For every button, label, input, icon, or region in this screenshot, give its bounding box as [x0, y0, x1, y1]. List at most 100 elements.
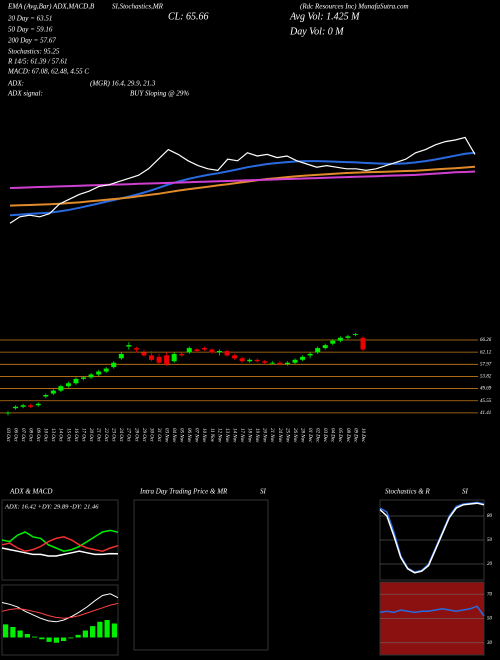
candle-body — [164, 355, 170, 365]
candle-body — [126, 345, 132, 347]
close-text: CL: 65.66 — [168, 11, 209, 22]
x-tick-label: 21 Oct — [95, 428, 100, 442]
stat: 20 Day = 63.51 — [8, 15, 52, 23]
series-line — [1, 547, 119, 557]
histogram-bar — [104, 620, 110, 638]
candle-body — [133, 348, 139, 350]
day-vol: Day Vol: 0 M — [289, 26, 344, 37]
x-tick-label: 13 Oct — [50, 428, 55, 442]
x-tick-label: 17 Oct — [80, 428, 85, 442]
histogram-bar — [82, 630, 88, 638]
x-tick-label: 10 Oct — [43, 428, 48, 442]
x-tick-label: 10 Dec — [360, 428, 365, 443]
x-tick-label: 14 Oct — [58, 428, 63, 442]
level-label: 66.26 — [480, 338, 492, 343]
candle-body — [156, 356, 162, 363]
series-line — [1, 602, 119, 619]
x-tick-label: 05 Dec — [337, 428, 342, 443]
x-tick-label: 28 Nov — [299, 428, 304, 443]
candle-body — [307, 353, 313, 356]
header-text: (Rdc Resources Inc) MunafaSutra.com — [300, 3, 409, 11]
y-tick-label: 50 — [487, 617, 493, 622]
candle-body — [88, 374, 94, 378]
x-tick-label: 23 Oct — [111, 428, 116, 442]
candle-body — [58, 386, 64, 391]
series-line — [1, 536, 119, 552]
candle-body — [292, 359, 298, 363]
x-tick-label: 03 Oct — [5, 428, 10, 442]
histogram-bar — [53, 637, 59, 643]
panel-title: ADX & MACD — [9, 488, 52, 496]
candle-body — [20, 405, 26, 407]
candle-body — [65, 383, 71, 387]
level-label: 57.97 — [480, 362, 492, 367]
x-tick-label: 14 Nov — [231, 428, 236, 443]
candle-body — [337, 337, 343, 341]
x-tick-label: 04 Nov — [171, 428, 176, 443]
x-tick-label: 03 Dec — [322, 428, 327, 443]
candle-body — [5, 412, 11, 414]
signal-label: ADX signal: — [7, 90, 43, 98]
x-tick-label: 09 Dec — [352, 428, 357, 443]
candle-body — [118, 353, 124, 359]
x-tick-label: 20 Nov — [262, 428, 267, 443]
x-tick-label: 04 Dec — [330, 428, 335, 443]
x-tick-label: 18 Nov — [247, 428, 252, 443]
x-tick-label: 24 Oct — [118, 428, 123, 442]
histogram-bar — [90, 626, 96, 638]
histogram-bar — [17, 630, 23, 638]
candle-body — [330, 340, 336, 344]
avg-vol: Avg Vol: 1.425 M — [289, 11, 360, 22]
histogram-bar — [24, 634, 30, 638]
y-tick-label: 20 — [487, 562, 493, 567]
candle-body — [111, 362, 117, 368]
histogram-bar — [68, 637, 74, 639]
x-tick-label: 29 Oct — [141, 428, 146, 442]
level-label: 45.55 — [480, 399, 492, 404]
x-tick-label: 10 Nov — [201, 428, 206, 443]
candle-body — [43, 395, 49, 397]
x-tick-label: 21 Nov — [269, 428, 274, 443]
histogram-bar — [3, 624, 9, 638]
stat: 50 Day = 59.16 — [8, 26, 53, 34]
x-tick-label: 16 Oct — [73, 428, 78, 442]
x-tick-label: 15 Oct — [65, 428, 70, 442]
candle-body — [209, 349, 215, 353]
x-tick-label: 28 Oct — [133, 428, 138, 442]
y-tick-label: 50 — [487, 538, 493, 543]
x-tick-label: 08 Oct — [28, 428, 33, 442]
stat: 200 Day = 57.67 — [8, 37, 56, 45]
y-tick-label: 30 — [487, 641, 493, 646]
histogram-bar — [10, 627, 16, 638]
candle-body — [322, 345, 328, 349]
panel — [1, 499, 119, 581]
histogram-bar — [39, 637, 45, 640]
x-tick-label: 09 Oct — [35, 428, 40, 442]
level-label: 62.12 — [480, 350, 492, 355]
candle-body — [201, 348, 207, 350]
candle-body — [186, 348, 192, 353]
x-tick-label: 01 Dec — [307, 428, 312, 443]
candle-body — [216, 351, 222, 353]
candle-body — [232, 355, 238, 359]
candle-body — [179, 353, 185, 356]
x-tick-label: 24 Nov — [277, 428, 282, 443]
x-tick-label: 05 Nov — [179, 428, 184, 443]
x-tick-label: 13 Nov — [224, 428, 229, 443]
candle-body — [254, 359, 260, 362]
y-tick-label: 80 — [487, 514, 493, 519]
candle-body — [50, 390, 56, 394]
series-line — [1, 529, 119, 552]
adx-label: ADX: — [7, 80, 24, 88]
panel — [1, 584, 119, 656]
x-tick-label: 03 Nov — [163, 428, 168, 443]
candle-body — [96, 371, 102, 375]
stat: Stochastics: 95.25 — [8, 48, 60, 56]
candle-body — [194, 349, 200, 351]
x-tick-label: 12 Nov — [216, 428, 221, 443]
series-line — [9, 151, 476, 217]
candle-body — [300, 356, 306, 360]
candle-body — [284, 362, 290, 365]
x-tick-label: 06 Nov — [186, 428, 191, 443]
x-tick-label: 20 Oct — [88, 428, 93, 442]
